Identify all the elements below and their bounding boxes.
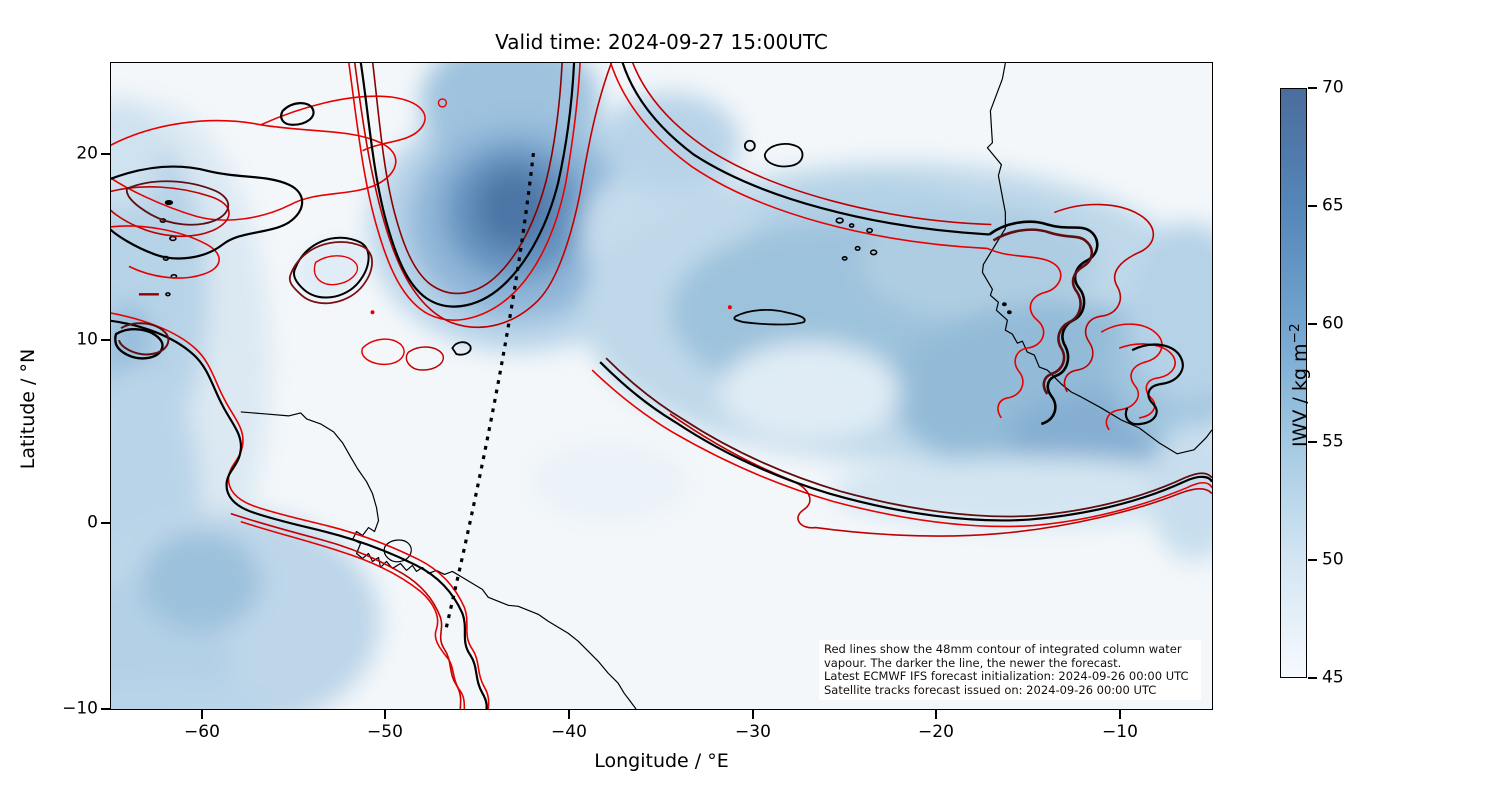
x-tick-label: −30 <box>735 722 771 742</box>
map-plot-area <box>110 62 1213 710</box>
legend-line-3: Latest ECMWF IFS forecast initialization… <box>824 669 1189 683</box>
colorbar-tick-label: 50 <box>1322 549 1344 570</box>
y-tick-label: 20 <box>76 143 98 164</box>
colorbar-tick-label: 45 <box>1322 667 1344 688</box>
legend-line-4: Satellite tracks forecast issued on: 202… <box>824 682 1157 697</box>
y-tick-label: 10 <box>76 329 98 350</box>
x-tick-label: −60 <box>184 722 220 742</box>
x-tick-mark <box>1119 710 1121 719</box>
iwv-field-patch <box>293 237 369 298</box>
y-tick-mark <box>101 522 110 524</box>
colorbar-tick-label: 65 <box>1322 195 1344 216</box>
satellite-track-dotted-line <box>444 152 536 630</box>
colorbar-tick <box>1308 205 1317 207</box>
y-tick-label: 0 <box>87 512 98 533</box>
forecast-contours-black <box>111 63 1212 709</box>
legend-annotation: Red lines show the 48mm contour of integ… <box>819 640 1201 700</box>
colorbar-tick <box>1308 677 1317 679</box>
map-canvas <box>111 63 1212 709</box>
colorbar-tick <box>1308 323 1317 325</box>
colorbar-tick <box>1308 441 1317 443</box>
colorbar-tick-label: 55 <box>1322 431 1344 452</box>
x-tick-label: −20 <box>918 722 954 742</box>
coastlines <box>240 63 1212 709</box>
colorbar <box>1280 88 1307 678</box>
colorbar-axis-label-text: IWV / kg m <box>1289 343 1312 447</box>
x-axis-label: Longitude / °E <box>594 750 729 772</box>
legend-line-2: vapour. The darker the line, the newer t… <box>824 655 1122 670</box>
y-tick-mark <box>101 153 110 155</box>
x-tick-label: −40 <box>551 722 587 742</box>
x-tick-mark <box>935 710 937 719</box>
colorbar-tick <box>1308 87 1317 89</box>
y-axis-label: Latitude / °N <box>17 348 39 470</box>
x-tick-label: −10 <box>1102 722 1138 742</box>
legend-line-1: Red lines show the 48mm contour of integ… <box>824 642 1182 656</box>
x-tick-mark <box>568 710 570 719</box>
island-marks <box>138 139 1012 356</box>
y-tick-mark <box>101 339 110 341</box>
y-tick-mark <box>101 708 110 710</box>
x-tick-label: −50 <box>367 722 403 742</box>
x-tick-mark <box>384 710 386 719</box>
y-tick-label: −10 <box>62 698 98 719</box>
colorbar-axis-label-exponent: −2 <box>1286 323 1303 344</box>
colorbar-tick <box>1308 559 1317 561</box>
x-tick-mark <box>201 710 203 719</box>
colorbar-axis-label: IWV / kg m−2 <box>1287 290 1311 480</box>
plot-title: Valid time: 2024-09-27 15:00UTC <box>495 30 828 54</box>
colorbar-tick-label: 70 <box>1322 77 1344 98</box>
x-tick-mark <box>752 710 754 719</box>
colorbar-tick-label: 60 <box>1322 313 1344 334</box>
iwv-field <box>111 63 1212 709</box>
